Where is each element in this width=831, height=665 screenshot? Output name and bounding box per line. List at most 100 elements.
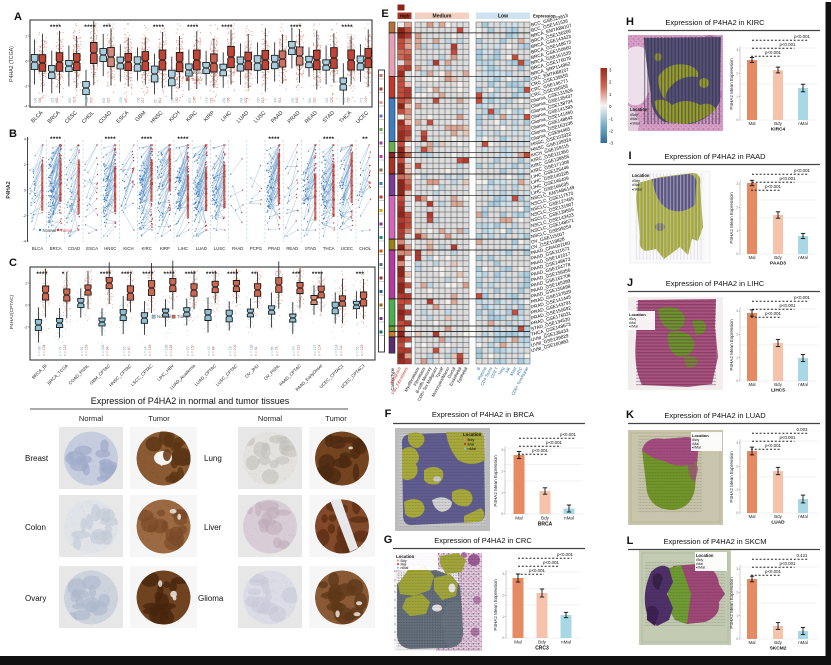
svg-text:SKCM2: SKCM2 (770, 646, 787, 652)
svg-text:KIRC4: KIRC4 (771, 127, 786, 133)
svg-text:0: 0 (736, 252, 738, 256)
svg-text:COAD: COAD (68, 246, 80, 251)
svg-text:****: **** (141, 136, 152, 143)
svg-text:n = 126: n = 126 (101, 344, 105, 356)
svg-text:READ: READ (286, 246, 298, 251)
svg-text:-2: -2 (22, 213, 26, 218)
svg-text:n = 84: n = 84 (212, 346, 216, 356)
svg-text:P4HA2 Mean Expression: P4HA2 Mean Expression (729, 577, 734, 629)
svg-text:Mal: Mal (515, 516, 522, 521)
svg-text:Low: Low (498, 14, 508, 20)
svg-text:-1: -1 (609, 116, 613, 121)
svg-text:p<0.001: p<0.001 (765, 569, 782, 574)
svg-text:1: 1 (609, 92, 612, 97)
svg-text:150: 150 (175, 97, 179, 103)
svg-text:n = 61: n = 61 (254, 346, 258, 356)
svg-text:n = 19: n = 19 (228, 346, 232, 356)
svg-text:3: 3 (736, 182, 738, 186)
svg-text:A: A (14, 11, 22, 23)
svg-text:High: High (400, 14, 410, 19)
svg-text:•Mal: •Mal (692, 442, 699, 446)
svg-text:407: 407 (124, 97, 128, 103)
svg-text:KICH: KICH (123, 246, 133, 251)
svg-text:0: 0 (25, 59, 28, 64)
svg-text:236: 236 (34, 97, 38, 103)
svg-text:157: 157 (291, 97, 295, 103)
svg-text:n = 153: n = 153 (84, 344, 88, 356)
svg-text:nMal: nMal (564, 516, 574, 521)
svg-text:4: 4 (24, 137, 27, 142)
svg-text:P4HA2 Mean Expression: P4HA2 Mean Expression (493, 579, 498, 631)
svg-text:0: 0 (736, 511, 738, 515)
svg-text:3: 3 (502, 572, 504, 576)
svg-text:687: 687 (68, 97, 72, 103)
svg-text:p<0.001: p<0.001 (765, 311, 782, 316)
svg-text:BRCA: BRCA (538, 522, 553, 528)
svg-text:****: **** (50, 24, 61, 31)
svg-text:3: 3 (736, 48, 738, 52)
svg-text:nMal: nMal (468, 446, 477, 451)
svg-text:2: 2 (736, 591, 738, 595)
svg-text:3: 3 (736, 441, 738, 445)
svg-text:n = 64: n = 64 (106, 346, 110, 356)
svg-text:2: 2 (736, 333, 738, 337)
svg-text:221: 221 (107, 97, 111, 103)
svg-text:p<0.001: p<0.001 (794, 168, 811, 173)
svg-text:**: ** (362, 136, 368, 143)
svg-text:643: 643 (295, 97, 299, 103)
svg-text:317: 317 (72, 97, 76, 103)
svg-text:P4HA2 Mean Expression: P4HA2 Mean Expression (729, 192, 734, 244)
svg-text:PAAD: PAAD (232, 246, 243, 251)
svg-text:Mal: Mal (468, 442, 475, 447)
svg-text:Location: Location (692, 433, 709, 438)
svg-text:Location: Location (463, 432, 482, 437)
svg-text:LUAD: LUAD (771, 520, 785, 526)
svg-text:P4HA2 (TCGA): P4HA2 (TCGA) (9, 46, 15, 82)
svg-text:PAAD3: PAAD3 (770, 261, 786, 267)
svg-text:p<0.001: p<0.001 (780, 42, 797, 47)
svg-text:2: 2 (24, 162, 27, 167)
svg-text:****: **** (36, 271, 47, 278)
svg-text:Breast: Breast (25, 454, 49, 463)
svg-text:947: 947 (274, 97, 278, 103)
svg-text:P4HA2 Mean Expression: P4HA2 Mean Expression (729, 319, 734, 371)
svg-text:p<0.001: p<0.001 (765, 443, 782, 448)
svg-text:Normal: Normal (191, 70, 205, 75)
svg-text:720: 720 (256, 97, 260, 103)
svg-text:3: 3 (609, 68, 612, 73)
svg-text:CancerType: CancerType (390, 367, 395, 390)
svg-text:Ductal: Ductal (446, 366, 456, 379)
svg-text:Normal: Normal (157, 314, 171, 319)
svg-text:Mal: Mal (748, 640, 755, 645)
svg-text:914: 914 (278, 97, 282, 103)
svg-text:p<0.001: p<0.001 (557, 552, 574, 557)
svg-text:n = 91: n = 91 (80, 346, 84, 356)
svg-text:nMal: nMal (561, 640, 571, 645)
svg-text:****: **** (185, 271, 196, 278)
svg-text:nMal: nMal (798, 121, 808, 126)
svg-text:n = 70: n = 70 (186, 346, 190, 356)
svg-text:****: **** (268, 136, 279, 143)
svg-text:2: 2 (736, 206, 738, 210)
svg-text:Expression of P4HA2 in LIHC: Expression of P4HA2 in LIHC (666, 279, 765, 288)
svg-text:H: H (626, 16, 634, 28)
svg-text:n = 55: n = 55 (271, 346, 275, 356)
svg-text:****: **** (206, 271, 217, 278)
svg-text:107: 107 (171, 97, 175, 103)
svg-text:-2: -2 (609, 129, 613, 134)
svg-text:Mal: Mal (748, 514, 755, 519)
svg-text:n = 70: n = 70 (292, 346, 296, 356)
svg-text:133: 133 (330, 97, 334, 103)
svg-text:*: * (62, 271, 65, 278)
svg-text:•nMal: •nMal (692, 446, 701, 450)
svg-text:682: 682 (55, 97, 59, 103)
svg-text:n = 114: n = 114 (318, 345, 322, 356)
svg-text:0: 0 (736, 118, 738, 122)
svg-text:I: I (628, 150, 631, 162)
svg-text:Liver: Liver (204, 523, 222, 532)
svg-text:2: 2 (736, 465, 738, 469)
svg-text:•Bdy: •Bdy (630, 113, 638, 117)
svg-text:Mal: Mal (748, 121, 755, 126)
svg-text:pDC: pDC (515, 366, 523, 376)
svg-text:n = 114: n = 114 (334, 345, 338, 356)
